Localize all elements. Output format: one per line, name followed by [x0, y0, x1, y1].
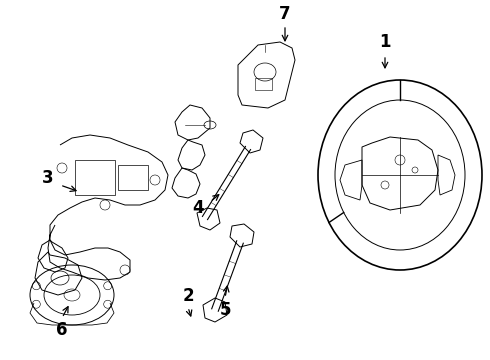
Text: 5: 5 — [219, 301, 231, 319]
Text: 6: 6 — [56, 321, 68, 339]
Text: 7: 7 — [279, 5, 291, 23]
Text: 1: 1 — [379, 33, 391, 51]
Text: 4: 4 — [192, 199, 204, 217]
Text: 2: 2 — [182, 287, 194, 305]
Text: 3: 3 — [42, 169, 54, 187]
